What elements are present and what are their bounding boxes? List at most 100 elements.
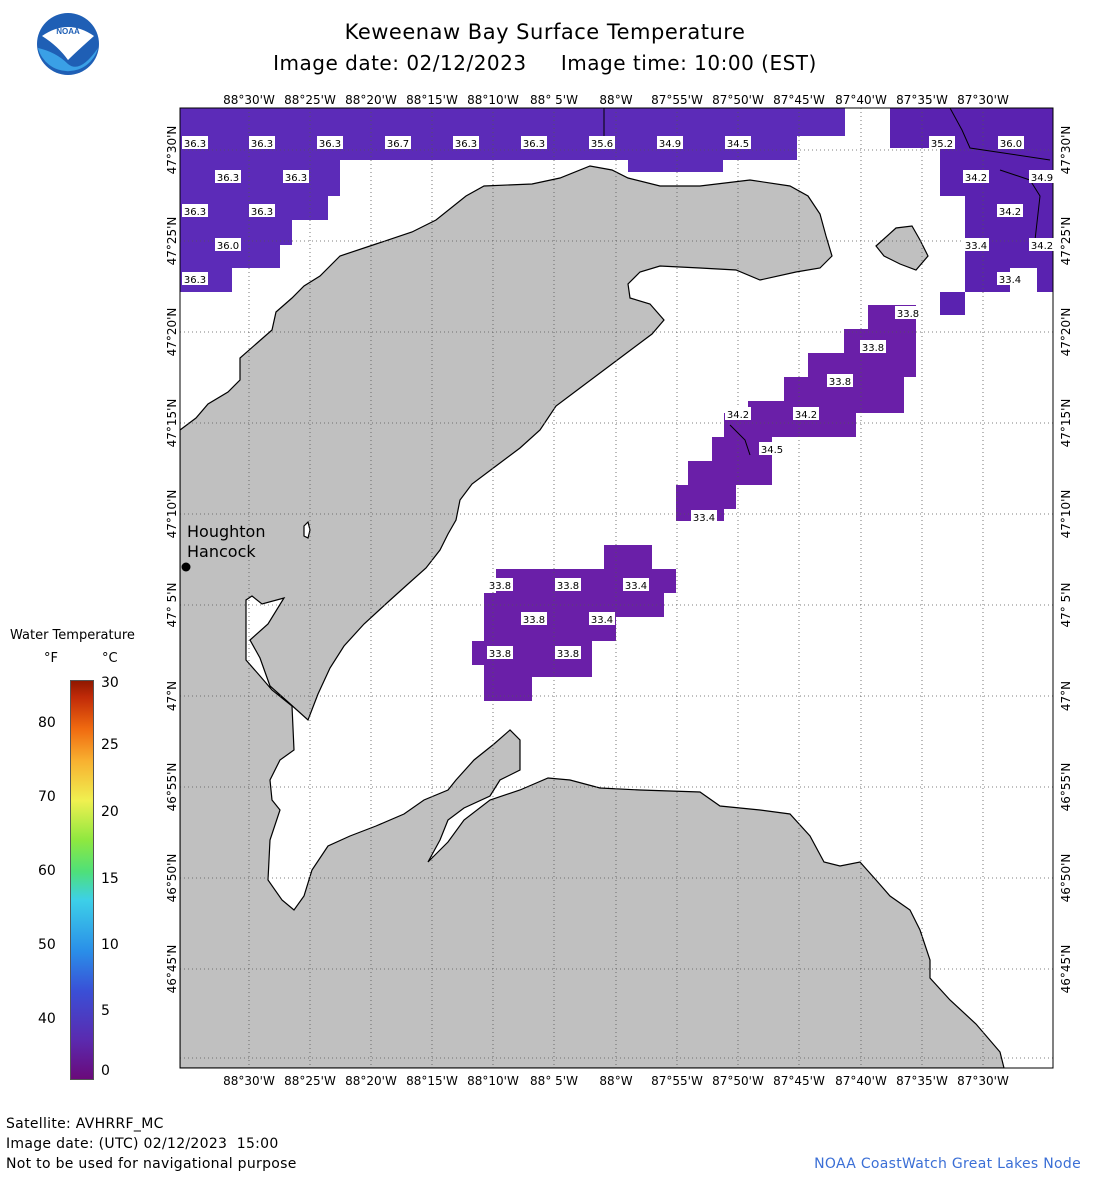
legend-c-tick: 0 xyxy=(101,1063,110,1079)
lon-label: 88°W xyxy=(599,93,632,107)
temperature-label-box xyxy=(521,136,547,149)
lon-label: 87°30'W xyxy=(957,1074,1009,1088)
graticule xyxy=(180,108,1053,1068)
temperature-label-box xyxy=(215,170,241,183)
temperature-label: 36.3 xyxy=(251,139,273,150)
page-title: Keweenaw Bay Surface Temperature xyxy=(344,20,746,44)
temperature-label-box xyxy=(249,136,275,149)
temperature-label: 33.8 xyxy=(489,649,511,660)
lon-label: 88°25'W xyxy=(284,93,336,107)
water-cell-northeast-a xyxy=(890,108,1053,315)
lat-label: 47°25'N xyxy=(165,217,179,266)
temperature-label: 34.2 xyxy=(795,410,817,421)
temperature-label-box xyxy=(589,136,615,149)
temperature-label: 33.8 xyxy=(523,615,545,626)
lon-label: 87°55'W xyxy=(651,93,703,107)
lat-label: 46°55'N xyxy=(1059,763,1073,812)
legend-c-tick: 30 xyxy=(101,675,119,691)
water-cell-north xyxy=(180,108,845,292)
temperature-label: 33.8 xyxy=(557,581,579,592)
legend-c-tick: 25 xyxy=(101,737,119,753)
lat-label: 47°15'N xyxy=(165,399,179,448)
land xyxy=(180,165,1005,1068)
lat-label: 47°30'N xyxy=(165,126,179,175)
legend-c-tick: 10 xyxy=(101,937,119,953)
temperature-label: 33.4 xyxy=(591,615,613,626)
lon-label: 87°35'W xyxy=(896,1074,948,1088)
lon-label: 87°35'W xyxy=(896,93,948,107)
temperature-label-box xyxy=(929,136,955,149)
image-time-label: Image time: 10:00 (EST) xyxy=(560,51,817,75)
city-marker-icon xyxy=(181,562,191,572)
lat-labels-right: 47°30'N 47°25'N 47°20'N 47°15'N 47°10'N 47° 5… xyxy=(1059,126,1073,994)
temperature-label: 36.3 xyxy=(285,173,307,184)
temperature-label-box xyxy=(453,136,479,149)
lat-label: 47°30'N xyxy=(1059,126,1073,175)
legend-f-tick: 80 xyxy=(38,715,56,731)
lon-label: 88° 5'W xyxy=(530,1074,578,1088)
temperature-label: 36.3 xyxy=(184,275,206,286)
map-area xyxy=(180,108,1053,1068)
temperature-label: 34.2 xyxy=(999,207,1021,218)
lat-label: 47°10'N xyxy=(1059,490,1073,539)
temperature-label-box xyxy=(997,272,1023,285)
disclaimer-label: Not to be used for navigational purpose xyxy=(6,1156,297,1172)
lat-label: 47°15'N xyxy=(1059,399,1073,448)
lat-label: 46°50'N xyxy=(1059,854,1073,903)
temperature-label: 34.9 xyxy=(659,139,681,150)
lon-label: 88°25'W xyxy=(284,1074,336,1088)
temperature-label: 36.0 xyxy=(1000,139,1022,150)
temperature-label-box xyxy=(555,646,581,659)
temperature-label: 34.5 xyxy=(727,139,749,150)
temperature-label-box xyxy=(1029,238,1055,251)
temperature-label: 33.4 xyxy=(999,275,1021,286)
temperature-label-box xyxy=(759,442,785,455)
temperature-label-box xyxy=(555,578,581,591)
legend-c-tick: 20 xyxy=(101,804,119,820)
legend-f-tick: 40 xyxy=(38,1011,56,1027)
temperature-label: 33.4 xyxy=(625,581,647,592)
legend-title: Water Temperature xyxy=(10,628,135,643)
temperature-labels: 36.3 36.3 36.3 36.7 36.3 36.3 35.6 34.9 34.5 35.2… xyxy=(182,136,1055,660)
lat-label: 47°N xyxy=(165,681,179,711)
place-label-hancock: Hancock xyxy=(187,542,256,561)
lat-label: 47° 5'N xyxy=(1059,583,1073,628)
temperature-label-box xyxy=(895,306,921,319)
temperature-label: 36.3 xyxy=(251,207,273,218)
lon-label: 88°15'W xyxy=(406,93,458,107)
temperature-label: 33.8 xyxy=(897,309,919,320)
lon-label: 88°20'W xyxy=(345,1074,397,1088)
lat-label: 47°25'N xyxy=(1059,217,1073,266)
temperature-label-box xyxy=(623,578,649,591)
temperature-label-box xyxy=(963,238,989,251)
temperature-label: 33.4 xyxy=(965,241,987,252)
temperature-label-box xyxy=(385,136,411,149)
temperature-label-box xyxy=(963,170,989,183)
temperature-label: 36.3 xyxy=(319,139,341,150)
temperature-label: 36.0 xyxy=(217,241,239,252)
lat-label: 47°10'N xyxy=(165,490,179,539)
lon-label: 87°50'W xyxy=(712,93,764,107)
lon-labels-top: 88°30'W 88°25'W 88°20'W 88°15'W 88°10'W 88° 5… xyxy=(223,93,1009,107)
lon-label: 88° 5'W xyxy=(530,93,578,107)
temperature-label-box xyxy=(487,578,513,591)
image-date-label: Image date: 02/12/2023 xyxy=(273,51,527,75)
temperature-label: 36.3 xyxy=(184,139,206,150)
legend-unit-c: °C xyxy=(102,651,118,666)
temperature-label: 33.8 xyxy=(489,581,511,592)
temperature-label: 33.8 xyxy=(557,649,579,660)
lat-label: 47° 5'N xyxy=(165,583,179,628)
lon-label: 88°20'W xyxy=(345,93,397,107)
temperature-label: 36.3 xyxy=(217,173,239,184)
temperature-label-box xyxy=(215,238,241,251)
lat-label: 46°55'N xyxy=(165,763,179,812)
satellite-label: Satellite: AVHRRF_MC xyxy=(6,1116,164,1132)
lat-label: 46°45'N xyxy=(1059,945,1073,994)
temperature-label-box xyxy=(182,136,208,149)
lon-label: 88°30'W xyxy=(223,93,275,107)
temperature-label-box xyxy=(860,340,886,353)
temperature-label-box xyxy=(317,136,343,149)
utc-date-label: Image date: (UTC) 02/12/2023 15:00 xyxy=(6,1136,279,1152)
keweenaw-peninsula xyxy=(180,165,1005,1068)
